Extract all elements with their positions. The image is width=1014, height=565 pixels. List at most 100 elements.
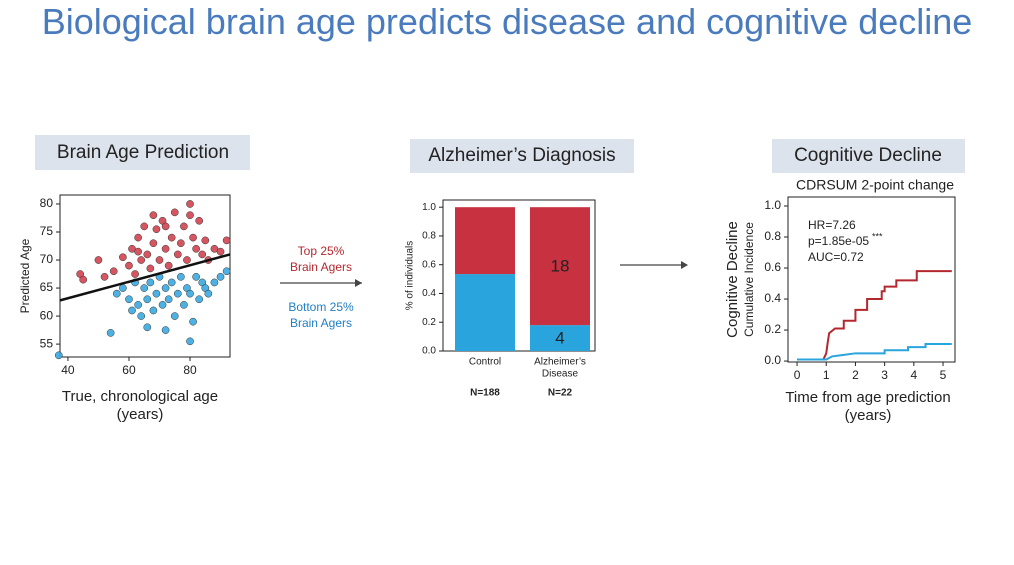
point [128,306,136,315]
trend-line [59,253,231,302]
point [143,250,152,259]
point [146,278,155,287]
y-axis-label-outer: Cognitive Decline [724,221,741,338]
point [198,250,207,259]
n-label: N=188 [470,388,500,399]
point [100,272,109,281]
point [161,222,170,231]
x-tick-label: 40 [61,363,75,377]
point [109,267,118,276]
arrow-head [355,279,362,287]
point [189,317,197,326]
point [143,323,152,332]
y-tick-label: 0.0 [422,346,436,357]
panel-title: Alzheimer’s Diagnosis [428,145,615,166]
point [149,306,158,315]
y-tick-label: 1.0 [764,198,781,212]
y-tick-label: 0.6 [764,260,781,274]
slide-title: Biological brain age predicts disease an… [41,1,973,42]
plot-frame [787,196,956,363]
arrow-label: Top 25% [298,244,345,258]
point [186,337,194,346]
annotation: AUC=0.72 [808,250,864,264]
bar [530,325,590,351]
y-axis-label: Cumulative Incidence [742,222,756,337]
plot-frame [442,199,596,352]
point [177,272,185,281]
point [134,247,142,256]
point [195,295,204,304]
annotation: p=1.85e-05 [808,234,869,248]
y-tick-label: 0.4 [764,291,781,305]
point [137,256,146,264]
x-tick-label: 5 [940,368,947,382]
x-tick-label: 0 [794,368,801,382]
x-tick-label: Alzheimer’s [534,357,586,368]
y-tick-label: 0.4 [422,288,436,299]
bar [455,274,515,351]
point [164,261,173,270]
point [140,284,149,292]
arrow-head [681,261,688,269]
point [119,284,127,292]
point [152,289,161,298]
header-box [410,139,634,173]
x-axis-label: (years) [845,407,892,424]
y-axis-label: % of individuals [405,241,416,310]
point [222,236,231,245]
arrow-label: Bottom 25% [288,300,354,314]
point [152,225,161,234]
header-box [772,139,965,173]
point [155,256,164,264]
line [797,270,952,361]
point [140,222,149,231]
n-label: N=22 [548,388,573,399]
x-tick-label: 60 [122,363,136,377]
bar-count: 18 [551,257,570,276]
point [195,216,204,225]
header-box [35,135,250,170]
panel-title: Brain Age Prediction [57,142,229,163]
y-axis-label: Predicted Age [18,238,32,313]
bar [455,207,515,275]
line [797,343,952,361]
bar [530,207,590,326]
point [186,211,194,220]
panel-title: Cognitive Decline [794,145,942,166]
y-tick-label: 55 [40,336,54,350]
x-tick-label: 4 [910,368,917,382]
point [131,270,139,278]
y-tick-label: 80 [40,196,54,210]
point [125,295,133,304]
x-tick-label: 3 [881,368,888,382]
point [161,326,170,334]
point [54,351,63,360]
subtitle: CDRSUM 2-point change [796,177,954,193]
point [201,236,210,245]
bar-count: 4 [555,329,564,348]
point [173,289,182,298]
point [143,295,152,304]
point [94,256,103,264]
point [210,278,219,287]
x-tick-label: 2 [852,368,859,382]
point [134,301,142,309]
point [146,264,155,273]
point [216,272,225,281]
x-axis-label: Time from age prediction [785,389,950,406]
point [186,200,194,208]
point [180,301,188,309]
point [79,275,88,284]
point [125,261,133,270]
point [222,267,231,276]
arrow-label: Brain Agers [290,260,352,274]
point [158,301,167,309]
point [170,312,179,320]
point [177,239,185,248]
x-axis-label: True, chronological age [62,388,218,405]
point [134,233,142,242]
point [186,289,194,298]
point [192,244,200,253]
